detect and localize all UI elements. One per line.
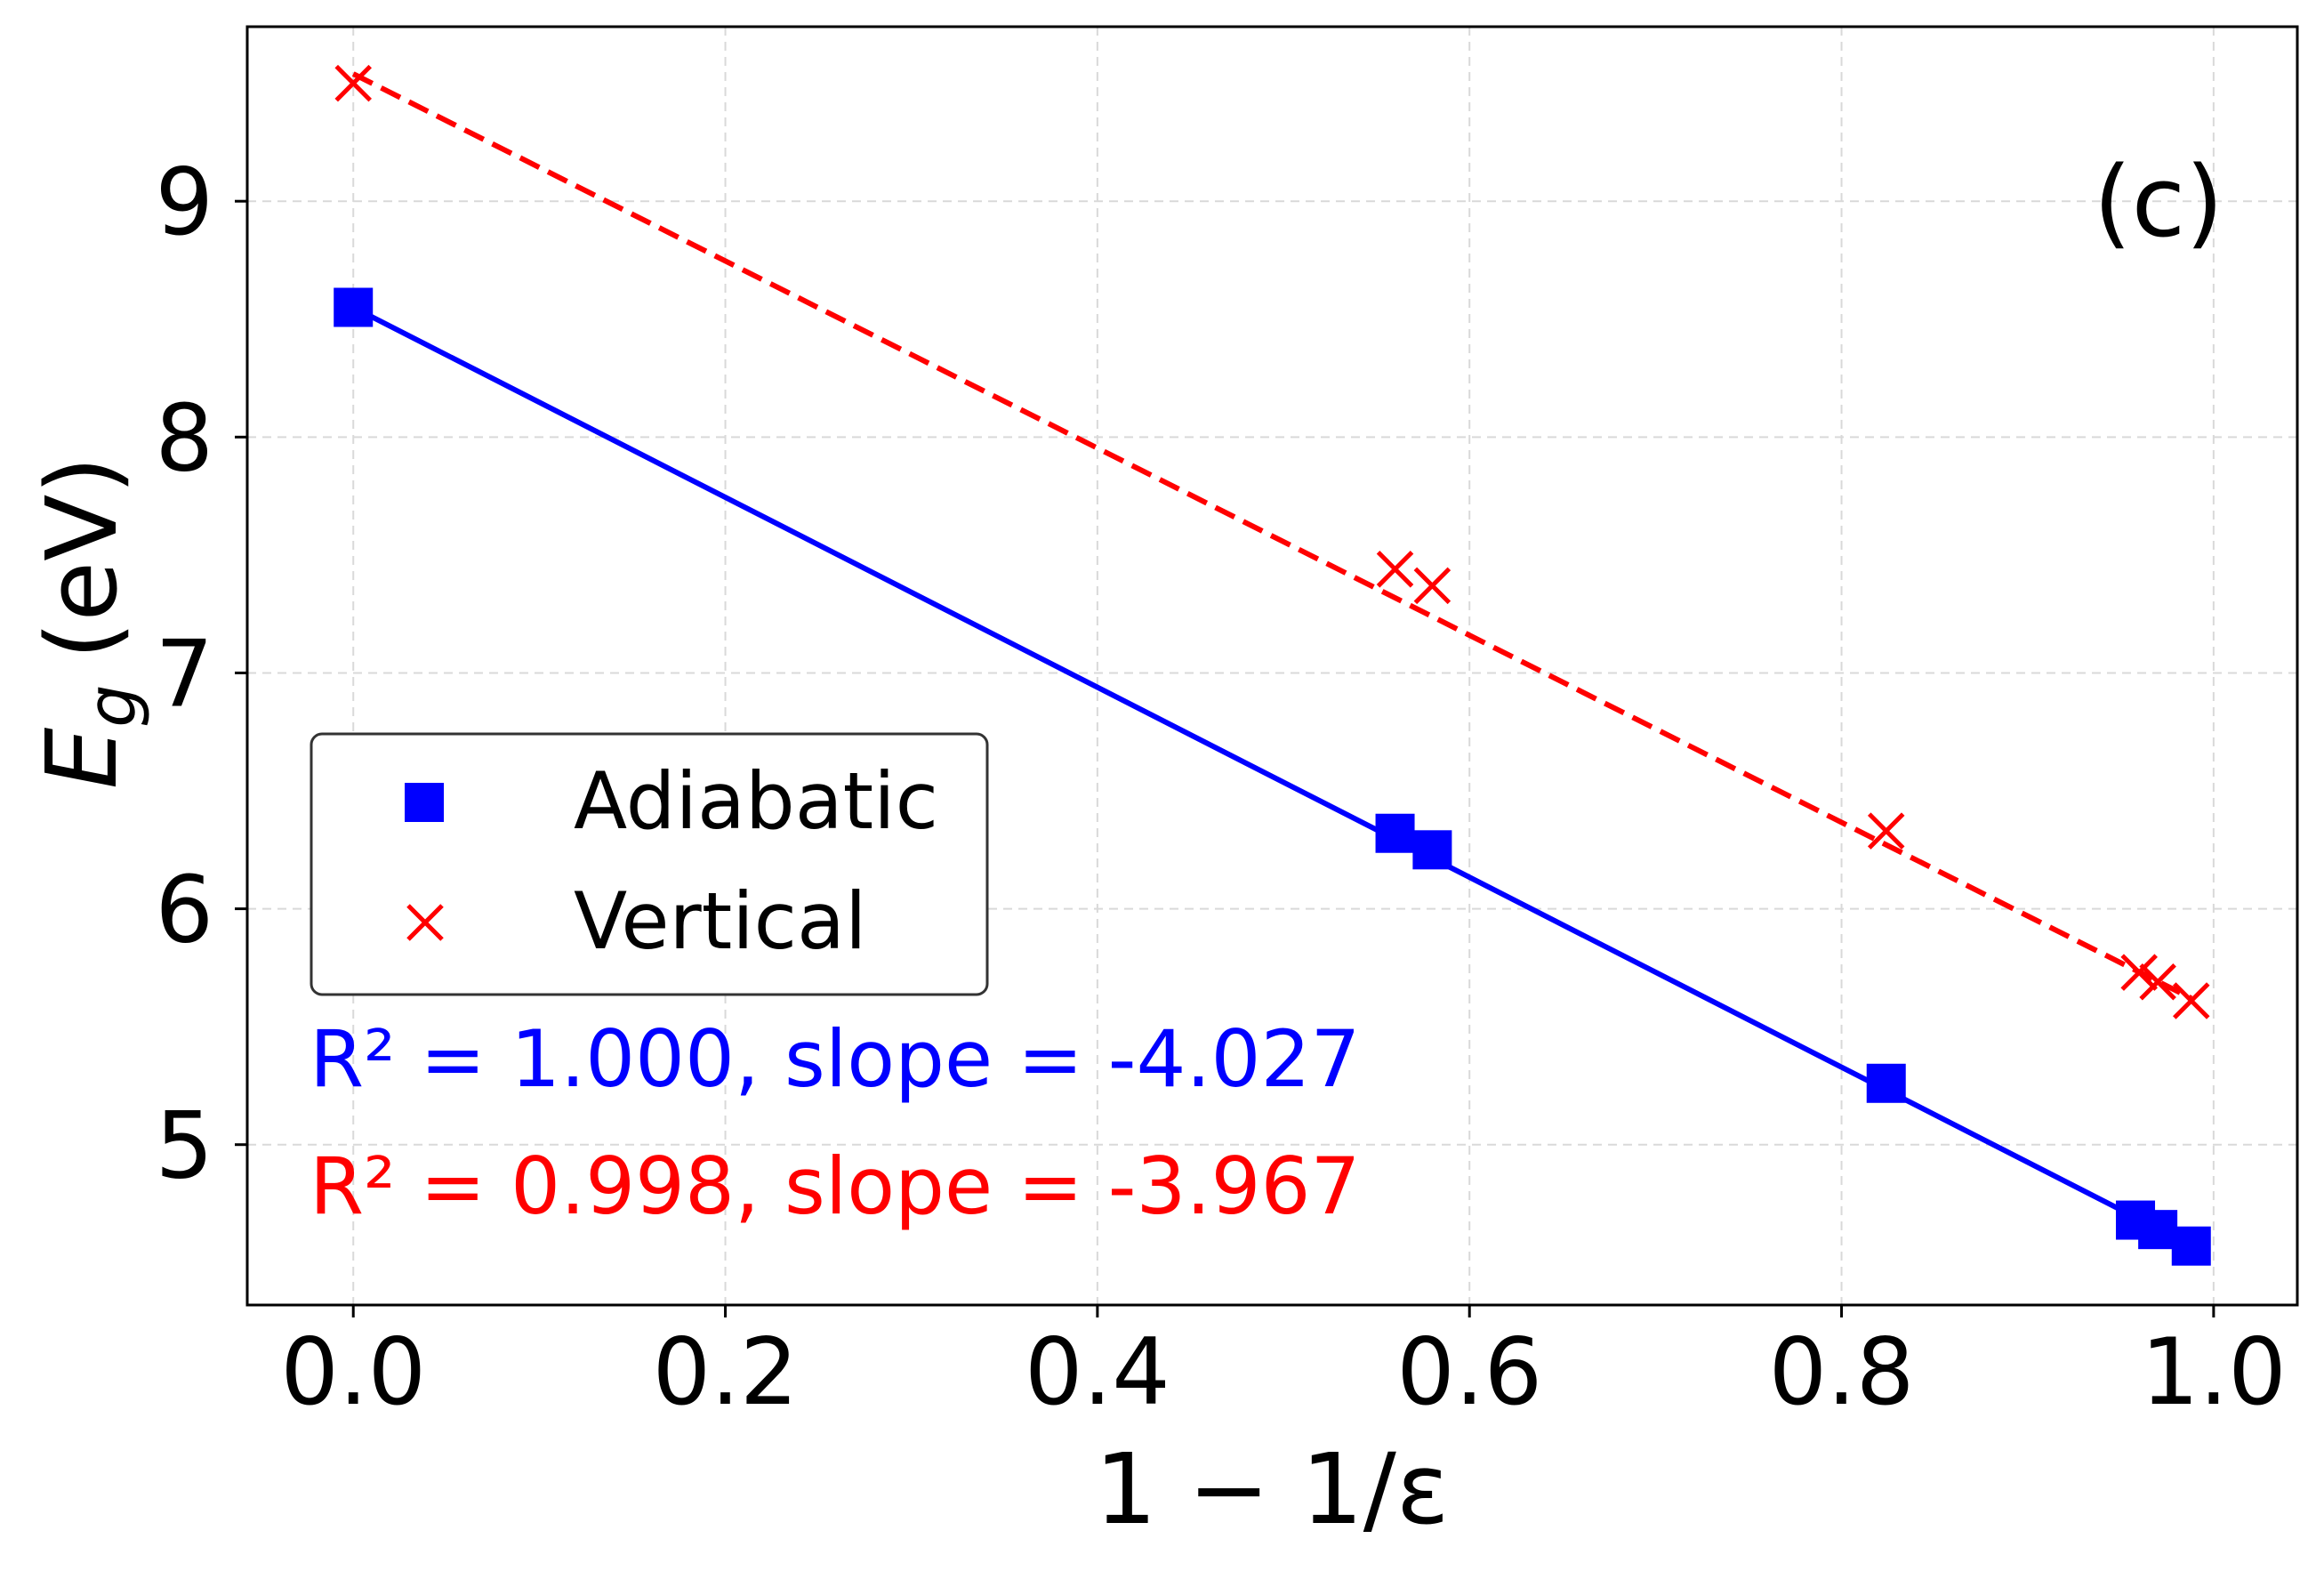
vertical-point xyxy=(2139,963,2176,1001)
legend-adiabatic-label: Adiabatic xyxy=(574,755,938,847)
x-tick-label: 0.0 xyxy=(280,1319,426,1426)
x-tick-label: 0.8 xyxy=(1769,1319,1915,1426)
vertical-point xyxy=(2173,982,2210,1019)
y-axis-title-subscript: g xyxy=(72,685,151,728)
panel-label: (c) xyxy=(2094,145,2223,259)
vertical-point xyxy=(2120,954,2158,991)
vertical-point xyxy=(1867,812,1905,850)
grid xyxy=(247,27,2297,1305)
y-axis-title: Eg (eV) xyxy=(25,456,151,790)
adiabatic-fit-annotation: R² = 1.000, slope = -4.027 xyxy=(310,1013,1360,1105)
x-tick-label: 0.4 xyxy=(1025,1319,1170,1426)
plot-frame xyxy=(245,25,2299,1307)
vertical-fit-line xyxy=(351,71,2193,1001)
adiabatic-point xyxy=(1412,830,1452,870)
y-tick-label: 6 xyxy=(155,858,213,964)
vertical-point xyxy=(1413,567,1451,605)
adiabatic-point xyxy=(2171,1226,2211,1266)
y-tick-label: 9 xyxy=(155,149,213,256)
data-markers xyxy=(334,64,2211,1266)
x-tick-label: 0.2 xyxy=(653,1319,799,1426)
adiabatic-point xyxy=(334,287,374,327)
legend: Adiabatic Vertical xyxy=(310,732,989,996)
y-tick-label: 5 xyxy=(155,1093,213,1200)
axis-ticks: 0.0 0.2 0.4 0.6 0.8 1.0 5 6 7 8 9 xyxy=(155,149,2286,1426)
x-tick-label: 0.6 xyxy=(1396,1319,1542,1426)
y-axis-title-unit: (eV) xyxy=(25,456,139,660)
vertical-point xyxy=(334,64,372,102)
adiabatic-point xyxy=(2138,1210,2178,1250)
vertical-point xyxy=(1376,551,1414,588)
y-tick-label: 7 xyxy=(155,621,213,728)
legend-vertical-label: Vertical xyxy=(574,875,866,967)
adiabatic-point xyxy=(1866,1063,1906,1103)
adiabatic-point xyxy=(1375,813,1415,853)
y-axis-title-symbol: E xyxy=(25,727,139,789)
vertical-fit-annotation: R² = 0.998, slope = -3.967 xyxy=(310,1140,1360,1232)
legend-box xyxy=(310,732,989,996)
x-tick-label: 1.0 xyxy=(2141,1319,2287,1426)
x-axis-title: 1 − 1/ε xyxy=(1095,1432,1450,1546)
legend-adiabatic-marker xyxy=(405,783,444,822)
legend-vertical-marker xyxy=(406,904,444,941)
y-tick-label: 8 xyxy=(155,385,213,492)
